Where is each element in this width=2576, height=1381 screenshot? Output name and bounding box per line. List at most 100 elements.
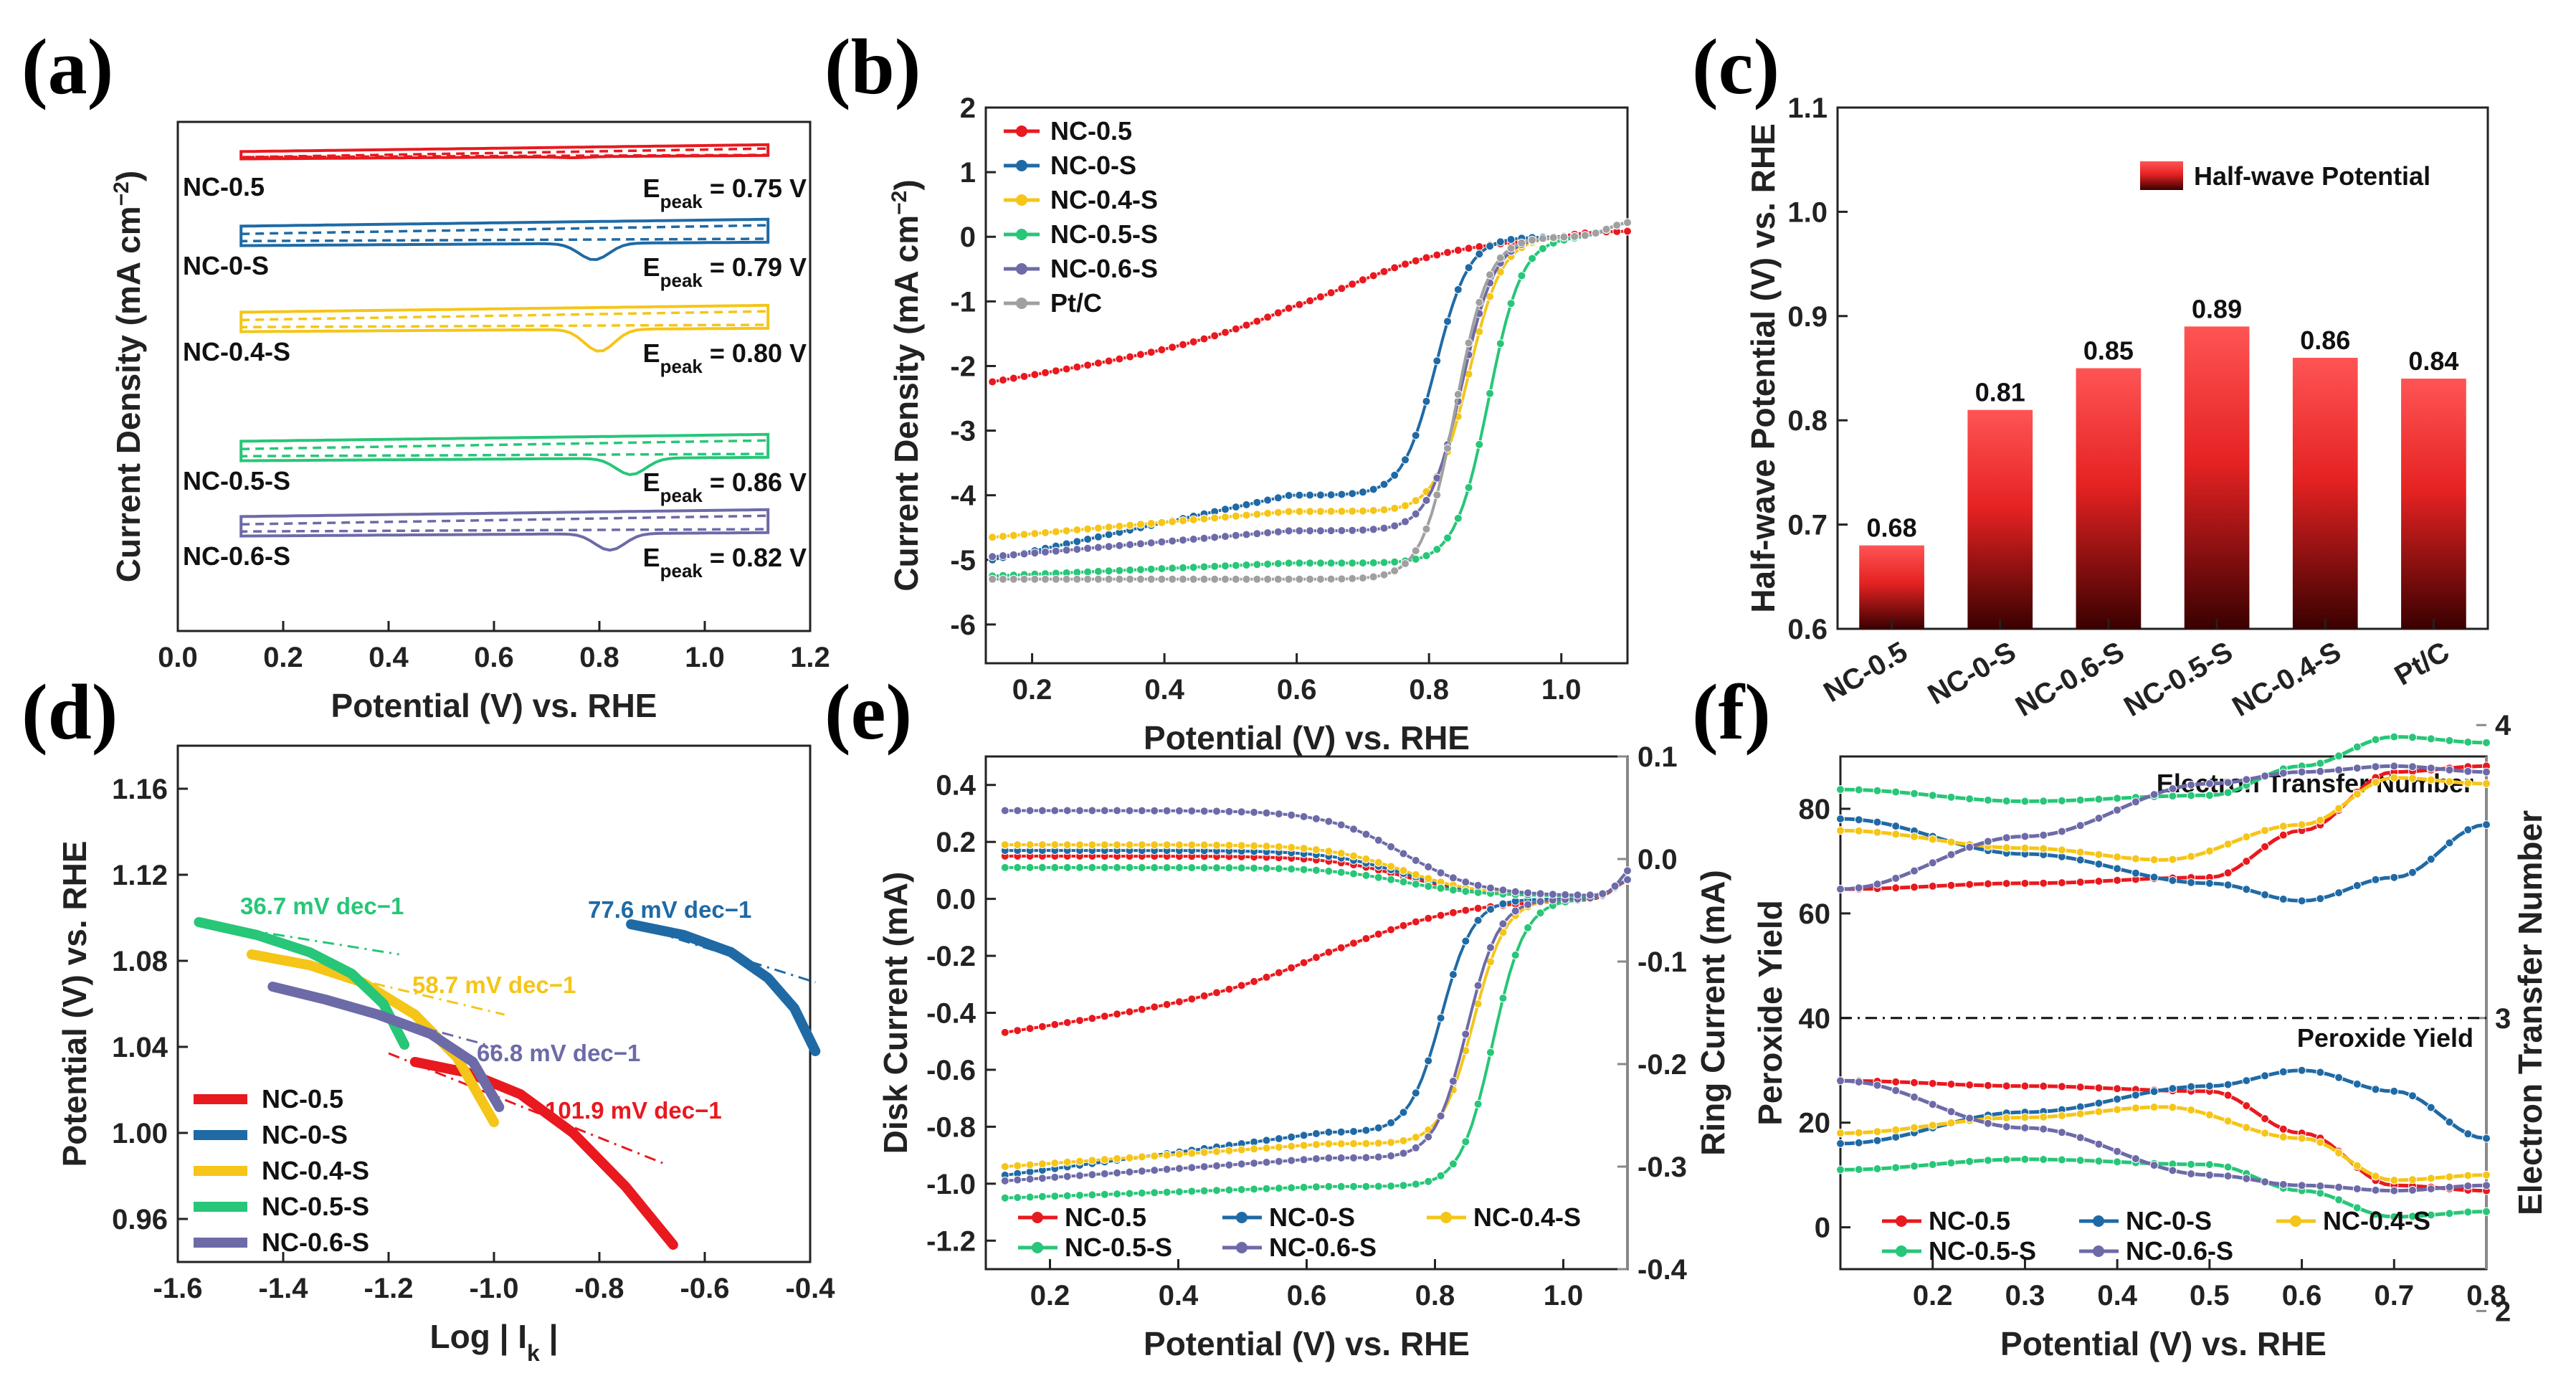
- panel-e-disk-NC-0.4-S-marker: [1212, 1147, 1221, 1156]
- panel-d-curve-NC-0.6-S: [267, 982, 505, 1112]
- panel-e-ring-NC-0.5-S-marker: [1374, 873, 1383, 882]
- panel-e-legend-marker: [1032, 1212, 1043, 1223]
- panel-e-disk-NC-0.4-S-marker: [1250, 1144, 1259, 1154]
- panel-f-n-NC-0-S-marker: [1854, 815, 1863, 825]
- panel-f-h2o2-NC-0.5-S-marker: [1947, 1158, 1956, 1167]
- panel-f-n-NC-0.4-S-marker: [1873, 827, 1882, 837]
- panel-f-h2o2-NC-0.4-S-marker: [2278, 1132, 2288, 1142]
- panel-b-NC-0.5-marker: [1104, 356, 1113, 366]
- panel-f-h2o2-NC-0.6-S-marker: [2057, 1128, 2066, 1137]
- panel-f-h2o2-NC-0-S-marker: [2316, 1068, 2325, 1077]
- panel-e-disk-NC-0.6-S-marker: [1361, 1153, 1371, 1162]
- panel-b-NC-0.6-S-marker: [1422, 495, 1431, 505]
- panel-b-NC-0.5-marker: [1136, 350, 1145, 359]
- panel-f-h2o2-NC-0.6-S-marker: [2463, 1182, 2473, 1190]
- panel-f-legend-marker: [1896, 1215, 1907, 1227]
- panel-e-xtick-label: 0.4: [1159, 1280, 1199, 1311]
- panel-f-n-NC-0.4-S-marker: [1836, 826, 1845, 835]
- panel-b-NC-0-S-marker: [1263, 495, 1273, 505]
- panel-e-disk-NC-0.4-S-marker: [1174, 1149, 1184, 1159]
- panel-b-Pt/C-marker: [1432, 490, 1442, 500]
- panel-e-ring-NC-0.4-S-marker: [1025, 840, 1035, 850]
- panel-c-value-label: 0.84: [2408, 346, 2458, 376]
- panel-e-disk-NC-0.6-S-marker: [1037, 1174, 1047, 1183]
- panel-f-n-NC-0.6-S-marker: [2261, 772, 2270, 781]
- panel-b-NC-0-S-marker: [1486, 242, 1495, 251]
- panel-b-Pt/C-marker: [1580, 231, 1589, 240]
- panel-b-Pt/C-marker: [1115, 574, 1124, 584]
- panel-f-n-NC-0.5-marker: [2076, 878, 2085, 887]
- panel-e-ring-NC-0.6-S-marker: [1088, 806, 1097, 815]
- panel-b-NC-0.5-S-marker: [1369, 558, 1378, 567]
- panel-e-ring-NC-0.6-S-marker: [1548, 890, 1557, 899]
- panel-d-curve-NC-0.5: [409, 1057, 678, 1250]
- panel-f-n-NC-0.6-S-marker: [2445, 765, 2454, 774]
- panel-e-ring-NC-0.6-S-marker: [1374, 835, 1383, 845]
- panel-a-cv-NC-0-S: [239, 217, 770, 262]
- panel-b-NC-0-S-marker: [1379, 480, 1389, 489]
- panel-e-disk-NC-0-S-marker: [1311, 1129, 1321, 1138]
- panel-f-legend-marker: [2290, 1215, 2301, 1227]
- panel-e-ring-NC-0.6-S-marker: [1524, 888, 1533, 898]
- panel-f-h2o2-NC-0.5-S-marker: [2039, 1155, 2048, 1164]
- panel-f-n-NC-0.4-S-marker: [2223, 840, 2233, 849]
- panel-f-ytick-label: 40: [1799, 1003, 1831, 1035]
- panel-f-h2o2-NC-0.5-S-marker: [2426, 1210, 2435, 1220]
- panel-b-NC-0.6-S-marker: [1157, 537, 1166, 546]
- panel-f-h2o2-NC-0.4-S-marker: [2113, 1105, 2122, 1114]
- panel-c-category-label: NC-0.6-S: [2010, 636, 2129, 723]
- panel-e-disk-NC-0-S-marker: [1424, 1056, 1433, 1066]
- panel-f-h2o2-NC-0.5-marker: [2113, 1084, 2122, 1093]
- panel-f-n-NC-0.4-S-marker: [2113, 853, 2122, 862]
- panel-b-NC-0.5-marker: [1390, 263, 1399, 272]
- panel-b-NC-0.5-marker: [1295, 300, 1304, 309]
- panel-e-disk-NC-0.5-S-marker: [1361, 1182, 1371, 1191]
- panel-b-Pt/C-marker: [1506, 244, 1516, 253]
- panel-f-h2o2-NC-0.4-S-marker: [2057, 1111, 2066, 1120]
- panel-f-h2o2-NC-0.5-marker: [1983, 1081, 1992, 1090]
- panel-e-disk-NC-0.5-S-marker: [1212, 1186, 1221, 1195]
- panel-b-NC-0.5-S-marker: [1168, 564, 1177, 573]
- panel-f-h2o2-NC-0.5-S-marker: [1910, 1162, 1919, 1171]
- panel-e-disk-NC-0.5-marker: [1088, 1014, 1097, 1023]
- panel-e-ytick-right-label: -0.4: [1638, 1254, 1688, 1286]
- panel-f-h2o2-NC-0.5-marker: [2261, 1114, 2270, 1124]
- panel-e-ring-NC-0.6-S-marker: [1610, 881, 1620, 891]
- panel-b-Pt/C-marker: [1157, 574, 1166, 584]
- panel-f-h2o2-NC-0.5-S-marker: [2223, 1162, 2233, 1172]
- panel-e-disk-NC-0-S-marker: [1461, 936, 1470, 946]
- panel-e-disk-NC-0.6-S-marker: [1237, 1159, 1246, 1169]
- panel-e-disk-NC-0.5-S-marker: [1349, 1182, 1358, 1191]
- panel-e-disk-NC-0.6-S-marker: [1299, 1155, 1308, 1164]
- panel-e-disk-NC-0.5-marker: [1473, 903, 1483, 913]
- panel-a-epeak-label: Epeak = 0.75 V: [643, 174, 807, 212]
- panel-b-ytick-label: -5: [950, 545, 976, 576]
- panel-e-disk-NC-0-S-marker: [1324, 1128, 1334, 1136]
- panel-e-disk-NC-0.5-S-marker: [1324, 1182, 1334, 1191]
- panel-e-xlabel: Potential (V) vs. RHE: [1144, 1325, 1470, 1362]
- panel-e-ring-NC-0.5-S-marker: [1411, 880, 1420, 889]
- panel-e-disk-NC-0.4-S-marker: [1000, 1162, 1009, 1171]
- panel-e-xtick-label: 0.8: [1415, 1280, 1455, 1311]
- panel-b-Pt/C-marker: [1041, 574, 1050, 584]
- panel-b-Pt/C-marker: [1326, 574, 1336, 584]
- panel-b-NC-0.5-S-marker: [1475, 440, 1484, 449]
- panel-f-ytick-right-label: 3: [2495, 1003, 2511, 1035]
- panel-e-disk-NC-0.4-S-marker: [1237, 1145, 1246, 1154]
- panel-b-Pt/C-marker: [1401, 559, 1410, 568]
- panel-f-n-NC-0.5-marker: [1947, 881, 1956, 890]
- panel-e-ytick-right-label: -0.3: [1638, 1152, 1687, 1183]
- panel-f-xtick-label: 0.6: [2282, 1280, 2322, 1311]
- panel-f-h2o2-NC-0.6-S-marker: [2371, 1185, 2380, 1195]
- panel-f-h2o2-NC-0-S-marker: [2371, 1085, 2380, 1094]
- panel-e-ring-NC-0.6-S-marker: [1013, 806, 1022, 815]
- panel-b-NC-0.5-marker: [1242, 321, 1251, 330]
- panel-f-h2o2-NC-0.6-S-marker: [2482, 1181, 2491, 1190]
- panel-f-n-NC-0.4-S-marker: [2278, 822, 2288, 831]
- panel-b-NC-0-S-marker: [1432, 356, 1442, 366]
- panel-c-value-label: 0.89: [2192, 294, 2242, 323]
- panel-b-NC-0.6-S-marker: [1221, 532, 1230, 541]
- panel-e-disk-NC-0.4-S-marker: [1299, 1141, 1308, 1150]
- panel-e-ring-NC-0.4-S-marker: [1299, 844, 1308, 853]
- panel-b-NC-0.5-marker: [1263, 313, 1273, 322]
